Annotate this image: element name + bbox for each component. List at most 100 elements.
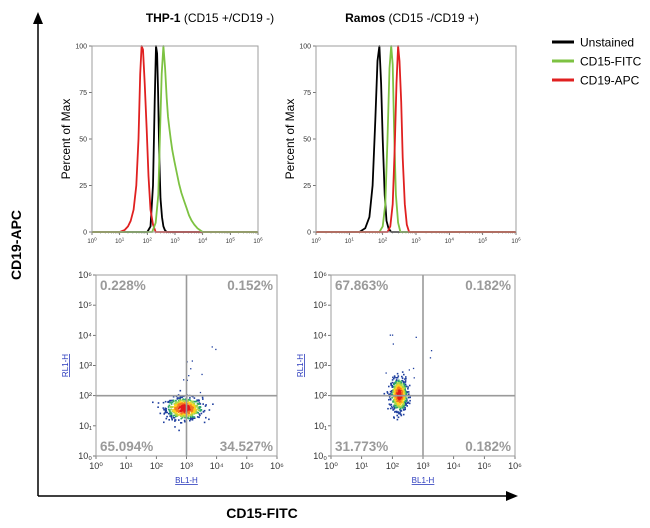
event-dot <box>164 409 167 412</box>
x-tick-label: 10⁰ <box>324 461 338 471</box>
event-dot <box>406 405 408 407</box>
event-dot <box>188 398 190 401</box>
event-dot <box>393 404 396 407</box>
event-dot <box>199 410 201 412</box>
event-dot <box>176 410 179 412</box>
y-tick-label: 10⁴ <box>313 330 327 340</box>
event-dot <box>403 406 405 408</box>
event-dot <box>188 406 190 408</box>
event-dot <box>397 385 400 388</box>
event-dot <box>181 417 184 419</box>
event-dot <box>405 390 407 393</box>
event-dot <box>189 417 192 420</box>
event-dot <box>173 410 176 412</box>
event-dot <box>395 403 398 406</box>
event-dot <box>396 385 398 388</box>
event-dot <box>177 408 179 411</box>
series-line-unstained <box>92 45 258 233</box>
event-dot <box>401 375 403 378</box>
y-tick-label: 0 <box>307 230 311 237</box>
event-dot <box>394 397 397 400</box>
event-dot <box>393 417 395 419</box>
event-dot <box>183 402 186 404</box>
event-dot <box>178 400 181 402</box>
legend-label-2: CD19-APC <box>580 74 640 88</box>
event-dot <box>404 399 406 402</box>
histogram-panel-thp1: THP-1 (CD15 +/CD19 -) Percent of Max 0 25 50… <box>59 11 274 245</box>
event-dot <box>199 414 201 417</box>
event-dot <box>164 400 167 403</box>
event-dot <box>174 402 177 405</box>
event-dot <box>405 376 407 378</box>
event-dot <box>405 399 407 402</box>
event-dot <box>179 412 182 415</box>
x-tick-label: 10⁰ <box>89 461 103 471</box>
event-dot <box>175 408 177 410</box>
event-dot <box>169 415 171 417</box>
event-dot <box>170 412 173 414</box>
event-dot <box>193 397 196 399</box>
event-dot <box>398 398 400 400</box>
event-dot <box>392 409 394 411</box>
event-dot <box>188 413 190 416</box>
event-dot <box>179 402 182 405</box>
event-dot <box>191 406 193 408</box>
event-dot <box>392 376 394 379</box>
event-dot <box>181 410 183 413</box>
event-dot <box>396 406 399 409</box>
event-dot <box>173 403 176 405</box>
x-tick-label: 10³ <box>180 461 193 471</box>
event-dot <box>389 390 392 393</box>
event-dot <box>399 381 401 384</box>
event-dot <box>394 385 396 387</box>
quadrant-percent-upper-right: 0.152% <box>227 278 273 293</box>
event-dot <box>191 360 193 362</box>
event-dot <box>404 408 406 411</box>
event-dot <box>181 411 184 414</box>
event-dot <box>198 402 201 404</box>
event-dot <box>189 399 191 401</box>
event-dot <box>407 388 409 390</box>
series-line-cd15-fitc <box>92 45 258 233</box>
event-dot <box>184 414 186 416</box>
event-dot <box>401 388 404 390</box>
event-dot <box>407 402 409 404</box>
event-dot <box>397 411 400 413</box>
event-dot <box>172 399 175 402</box>
y-axis-title: CD19-APC <box>8 210 24 280</box>
event-dot <box>402 404 405 407</box>
event-dot <box>187 400 189 403</box>
event-dot <box>402 392 404 395</box>
event-dot <box>188 417 190 420</box>
event-dot <box>394 386 397 388</box>
event-dot <box>175 413 178 416</box>
event-dot <box>168 409 171 411</box>
event-dot <box>393 407 396 409</box>
event-dot <box>168 404 171 407</box>
event-dot <box>399 390 402 392</box>
event-dot <box>403 405 406 407</box>
event-dot <box>189 418 192 421</box>
event-dot <box>187 410 189 412</box>
event-dot <box>174 404 176 406</box>
x-tick-label: 105 <box>478 237 488 246</box>
event-dot <box>192 417 194 420</box>
event-dot <box>169 401 171 404</box>
event-dot <box>205 416 207 419</box>
event-dot <box>404 402 406 405</box>
event-dot <box>170 410 172 412</box>
y-tick-label: 75 <box>303 90 311 97</box>
event-dot <box>195 409 197 411</box>
event-dot <box>391 379 394 381</box>
event-dot <box>187 414 189 416</box>
event-dot <box>170 403 173 405</box>
event-dot <box>405 404 407 406</box>
event-dot <box>192 400 194 403</box>
event-dot <box>188 408 190 411</box>
event-dot <box>174 407 176 409</box>
y-tick-label: 10⁶ <box>313 270 327 280</box>
event-dot <box>174 420 176 422</box>
event-dot <box>402 386 404 388</box>
event-dot <box>179 415 182 417</box>
scatter-x-label: BL1-H <box>412 476 435 485</box>
